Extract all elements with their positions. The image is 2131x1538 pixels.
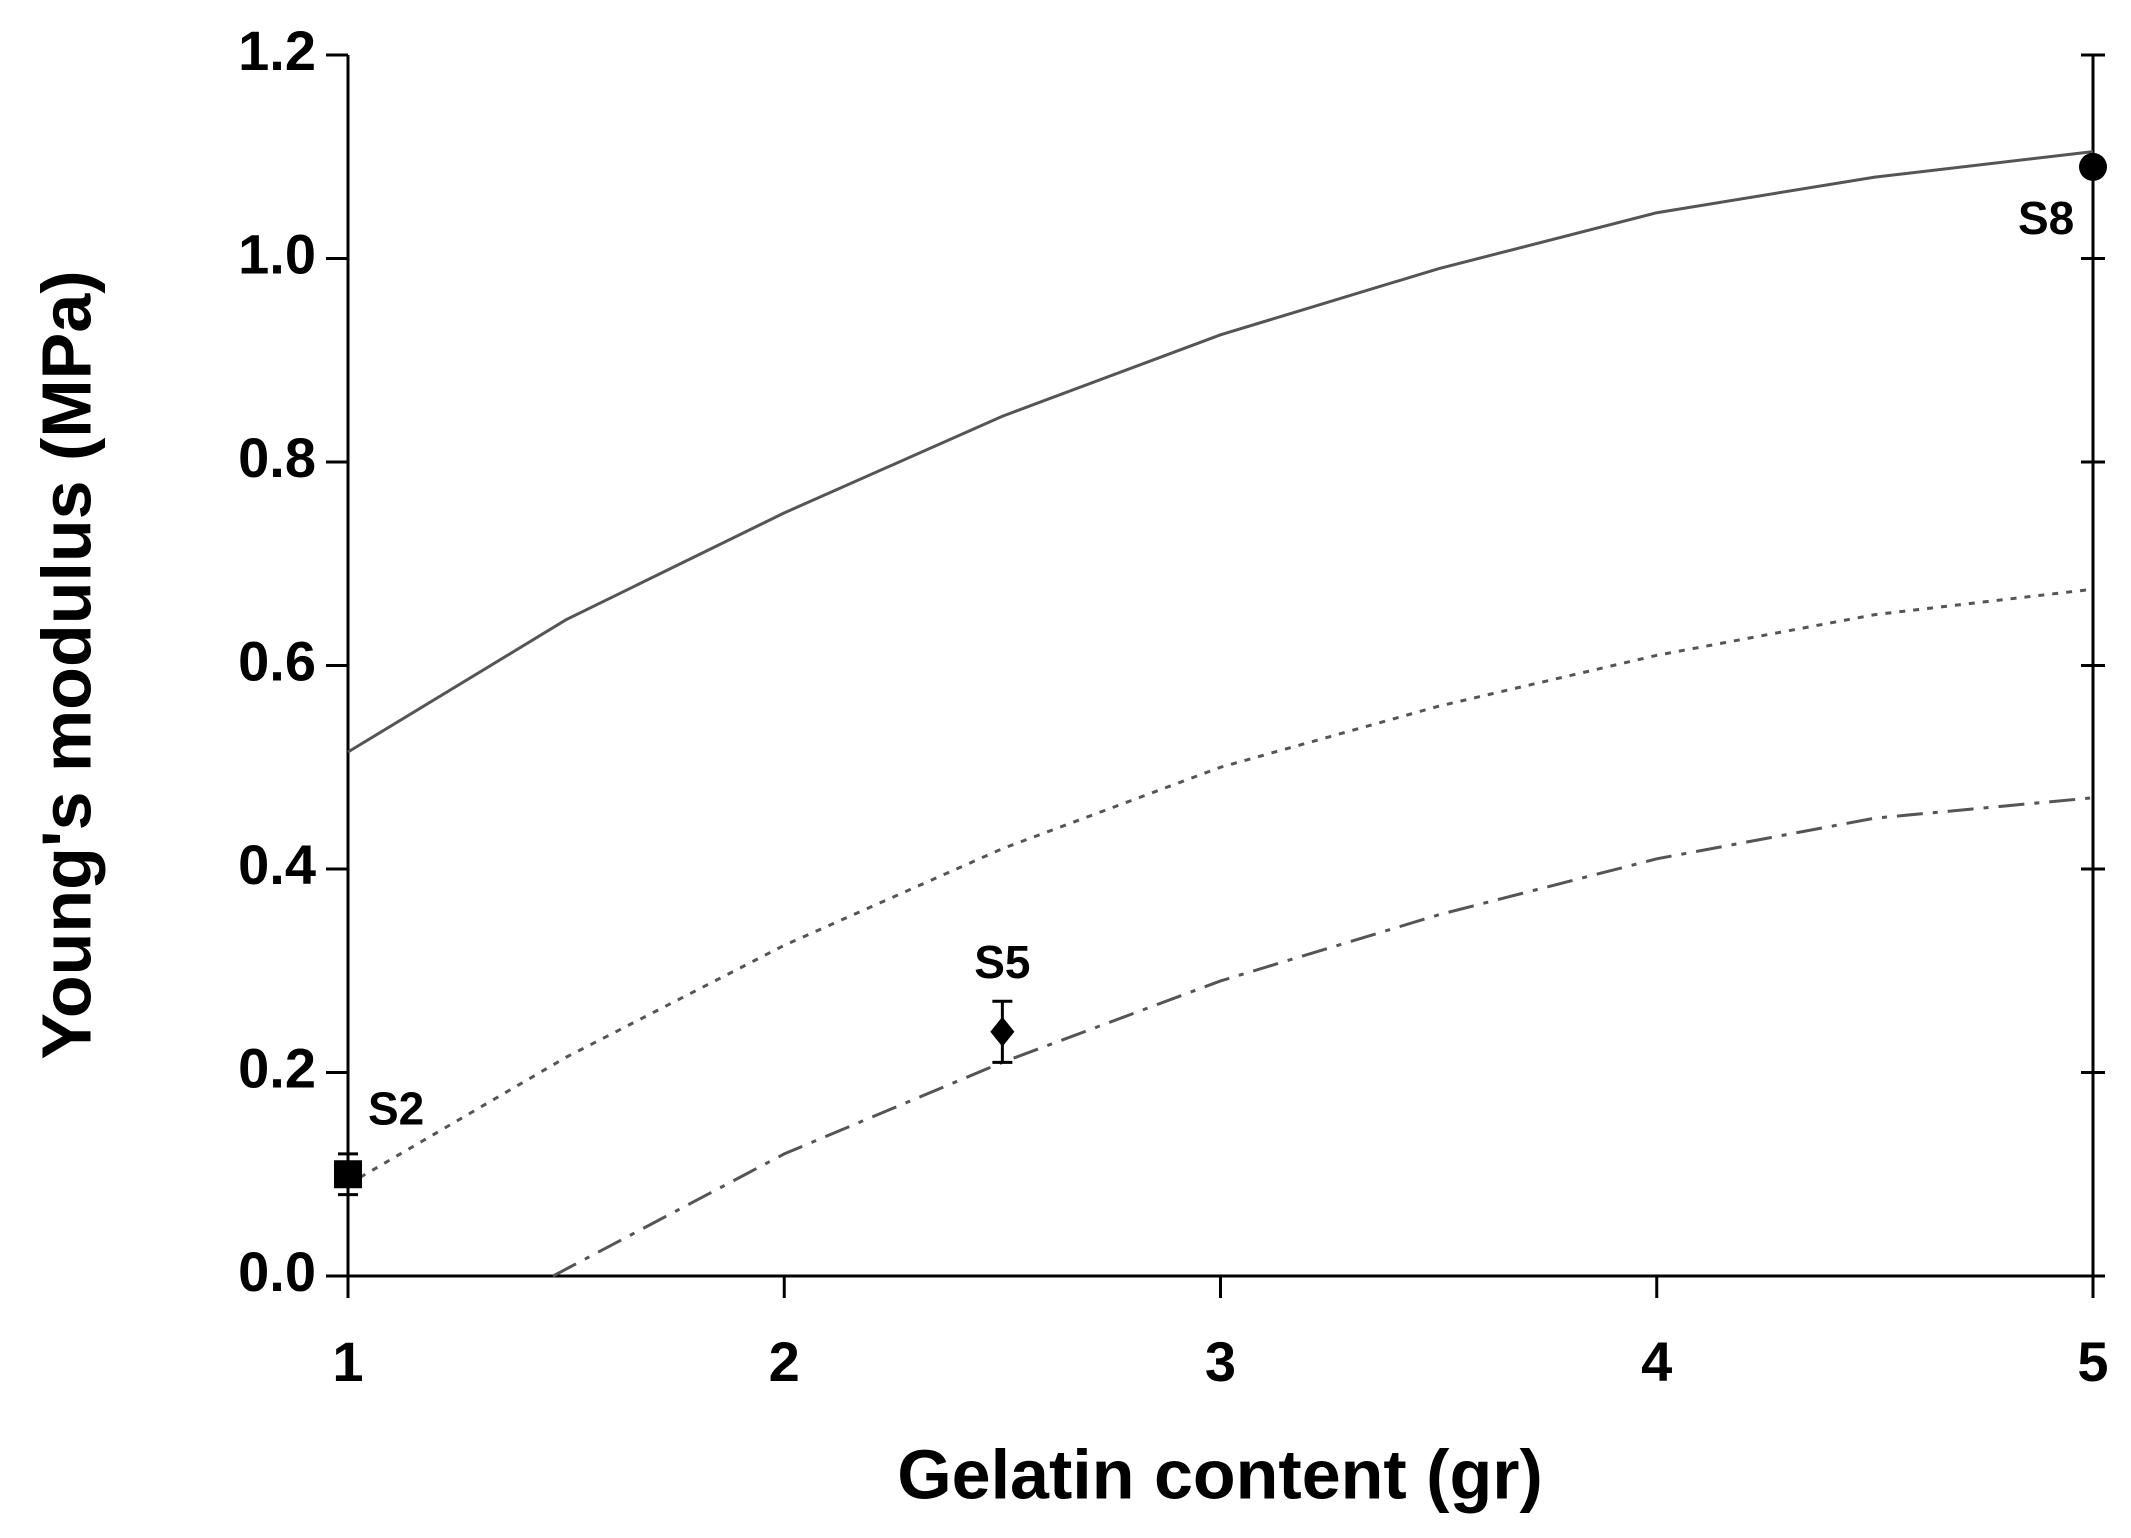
data-point [2079,152,2107,181]
y-tick-label: 0.8 [238,426,316,489]
y-tick-label: 0.4 [238,833,316,896]
x-tick-label: 5 [2077,1330,2108,1393]
y-tick-label: 0.0 [238,1240,316,1303]
data-point [990,1016,1015,1047]
x-tick-label: 1 [332,1330,363,1393]
x-tick-label: 4 [1641,1330,1672,1393]
x-axis-title: Gelatin content (gr) [897,1435,1543,1513]
fit-line [552,796,2094,1278]
y-tick-label: 0.2 [238,1036,316,1099]
point-label: S5 [974,936,1030,988]
fit-line [347,150,2094,754]
data-point [334,1160,362,1189]
point-label: S8 [2018,192,2074,244]
x-tick-label: 2 [769,1330,800,1393]
y-tick-label: 1.0 [238,222,316,285]
y-tick-label: 0.6 [238,629,316,692]
point-label: S2 [368,1082,424,1134]
y-tick-label: 1.2 [238,19,316,82]
fit-line [347,587,2094,1186]
y-axis-title: Young's modulus (MPa) [27,270,105,1059]
x-tick-label: 3 [1205,1330,1236,1393]
